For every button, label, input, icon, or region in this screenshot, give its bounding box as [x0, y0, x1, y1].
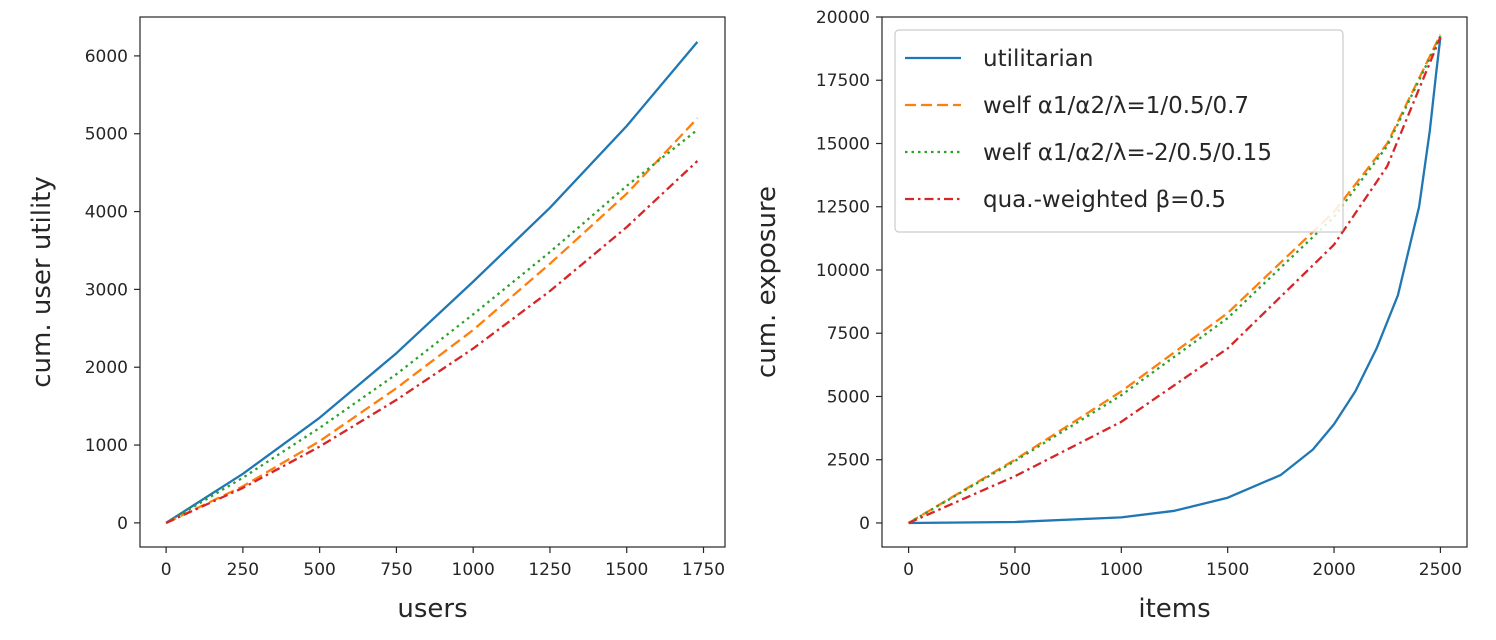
plot-frame: [139, 16, 726, 548]
series-line-1: [165, 117, 699, 524]
y-axis-label: cum. user utility: [27, 176, 57, 388]
legend: utilitarian welf α1/α2/λ=1/0.5/0.7 welf α1…: [894, 29, 1344, 233]
series-line-0: [165, 41, 699, 524]
y-tick-label: 12500: [816, 198, 870, 218]
x-tick-label: 250: [227, 560, 259, 580]
y-tick-label: 5000: [827, 387, 870, 407]
x-tick-label: 500: [999, 560, 1031, 580]
legend-entry: welf α1/α2/λ=-2/0.5/0.15: [983, 140, 1272, 166]
x-tick-label: 0: [903, 560, 914, 580]
legend-entry: utilitarian: [983, 46, 1093, 72]
series-line-3: [908, 36, 1442, 525]
legend-box: [894, 29, 1344, 233]
y-tick-label: 3000: [85, 280, 128, 300]
series-line-2: [165, 128, 699, 524]
x-tick-label: 500: [303, 560, 335, 580]
y-tick-label: 1000: [85, 436, 128, 456]
y-tick-label: 20000: [816, 8, 870, 28]
x-tick-label: 1250: [528, 560, 571, 580]
x-tick-label: 1000: [452, 560, 495, 580]
y-tick-label: 4000: [85, 203, 128, 223]
x-tick-label: 2500: [1419, 560, 1462, 580]
y-tick-label: 6000: [85, 47, 128, 67]
x-tick-label: 750: [380, 560, 412, 580]
x-tick-label: 1500: [605, 560, 648, 580]
y-tick-label: 0: [117, 514, 128, 534]
legend-entry: qua.-weighted β=0.5: [983, 187, 1226, 213]
y-tick-label: 2500: [827, 451, 870, 471]
y-tick-label: 7500: [827, 324, 870, 344]
series-line-1: [908, 34, 1442, 524]
chart-item-exposure: 0 500 1000 1500 2000 2500 0 2500 5000 7500 10000 12…: [752, 8, 1468, 624]
y-tick-label: 15000: [816, 134, 870, 154]
series-line-0: [908, 37, 1442, 525]
plot-frame: [881, 16, 1468, 548]
x-axis-label: users: [397, 594, 467, 624]
x-tick-label: 1750: [682, 560, 725, 580]
x-axis-label: items: [1138, 594, 1210, 624]
y-tick-label: 0: [859, 514, 870, 534]
y-axis-label: cum. exposure: [752, 186, 782, 378]
x-tick-label: 0: [161, 560, 172, 580]
x-tick-label: 1000: [1100, 560, 1143, 580]
y-tick-label: 2000: [85, 358, 128, 378]
y-tick-label: 10000: [816, 261, 870, 281]
y-tick-label: 5000: [85, 125, 128, 145]
series-line-3: [165, 160, 699, 524]
chart-user-utility: 0 250 500 750 1000 1250 1500 1750 0 1000 2000 3000 4…: [27, 16, 726, 624]
x-tick-label: 2000: [1312, 560, 1355, 580]
legend-entry: welf α1/α2/λ=1/0.5/0.7: [983, 93, 1249, 119]
y-tick-label: 17500: [816, 71, 870, 91]
x-tick-label: 1500: [1206, 560, 1249, 580]
